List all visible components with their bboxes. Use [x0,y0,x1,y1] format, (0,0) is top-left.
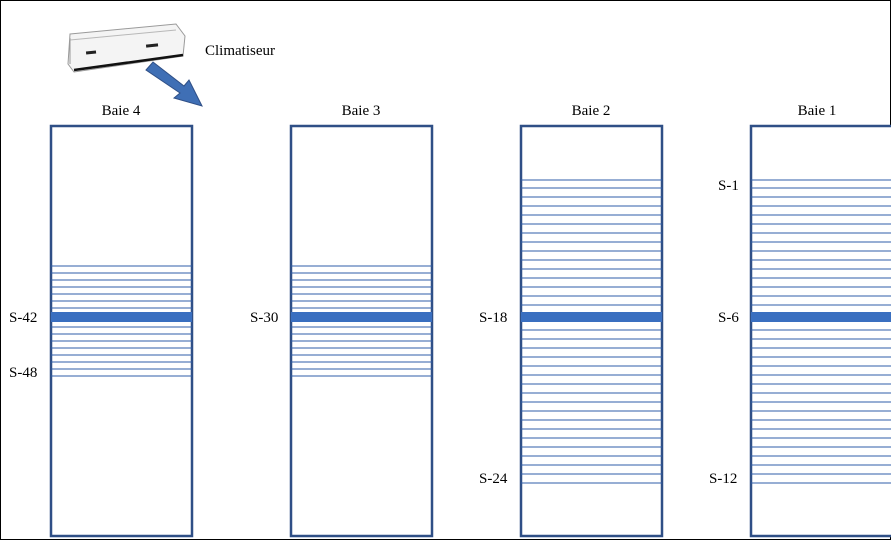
slot-label-s-48: S-48 [9,365,37,381]
rack-baie-2: S-18 S-24 [479,124,664,538]
rack-baie-4-shelves [51,265,192,377]
rack-baie-1-shelves [751,179,891,484]
rack-title-baie-2: Baie 2 [572,103,611,119]
slot-label-s-1: S-1 [718,178,739,194]
slot-label-s-24: S-24 [479,471,508,487]
slot-label-s-12: S-12 [709,471,737,487]
rack-title-baie-3: Baie 3 [342,103,381,119]
slot-label-s-30: S-30 [250,310,278,326]
rack-baie-3: S-30 [250,124,434,538]
highlighted-shelf [751,312,891,322]
highlighted-shelf [521,312,662,322]
slot-label-s-18: S-18 [479,310,507,326]
slot-label-s-42: S-42 [9,310,37,326]
rack-baie-3-shelves [291,265,432,377]
highlighted-shelf [51,312,192,322]
rack-title-baie-4: Baie 4 [102,103,141,119]
rack-title-baie-1: Baie 1 [798,103,837,119]
rack-baie-4: S-42 S-48 [9,124,194,538]
airflow-arrow-icon [145,61,203,107]
highlighted-shelf [291,312,432,322]
rack-baie-1: S-1 S-6 S-12 [709,124,891,538]
air-conditioner-icon [67,23,186,73]
aircon-label: Climatiseur [205,43,275,59]
slot-label-s-6: S-6 [718,310,739,326]
rack-baie-2-shelves [521,179,662,484]
